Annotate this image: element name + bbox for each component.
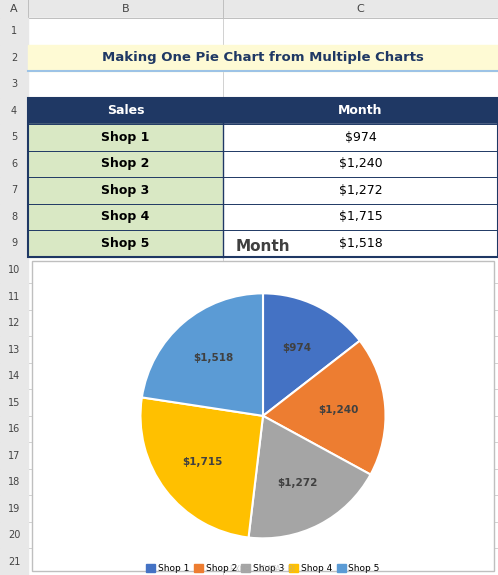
Text: $1,240: $1,240 xyxy=(319,405,359,415)
Text: 12: 12 xyxy=(8,318,20,328)
Bar xyxy=(0,469,28,496)
Bar xyxy=(28,151,223,177)
Wedge shape xyxy=(140,397,263,538)
Bar xyxy=(0,204,28,230)
Title: Month: Month xyxy=(236,239,290,254)
Bar xyxy=(0,363,28,389)
Wedge shape xyxy=(249,416,371,538)
Bar xyxy=(32,260,494,571)
Bar xyxy=(223,98,498,124)
Text: EXCEL · DATA · BI: EXCEL · DATA · BI xyxy=(231,565,295,573)
Bar xyxy=(0,310,28,336)
Wedge shape xyxy=(263,293,360,416)
Text: 3: 3 xyxy=(11,79,17,89)
Bar xyxy=(28,98,223,124)
Bar xyxy=(0,44,28,71)
Text: $974: $974 xyxy=(345,131,376,144)
Bar xyxy=(0,283,28,310)
Bar xyxy=(0,230,28,256)
Text: Month: Month xyxy=(338,104,383,117)
Bar xyxy=(0,549,28,575)
Bar xyxy=(223,177,498,204)
Wedge shape xyxy=(142,293,263,416)
Text: B: B xyxy=(122,4,129,14)
Text: 18: 18 xyxy=(8,477,20,487)
Text: 5: 5 xyxy=(11,132,17,143)
Text: 20: 20 xyxy=(8,530,20,540)
Bar xyxy=(0,177,28,204)
Text: 17: 17 xyxy=(8,451,20,461)
Legend: Shop 1, Shop 2, Shop 3, Shop 4, Shop 5: Shop 1, Shop 2, Shop 3, Shop 4, Shop 5 xyxy=(143,561,383,575)
Text: 4: 4 xyxy=(11,106,17,116)
Text: 16: 16 xyxy=(8,424,20,434)
Text: 11: 11 xyxy=(8,292,20,301)
Text: 1: 1 xyxy=(11,26,17,36)
Bar xyxy=(28,177,223,204)
Text: Shop 2: Shop 2 xyxy=(101,158,150,170)
Text: 7: 7 xyxy=(11,185,17,196)
Bar xyxy=(28,124,223,151)
Bar xyxy=(28,230,223,256)
Bar xyxy=(0,0,498,18)
Text: 15: 15 xyxy=(8,397,20,408)
Text: $1,272: $1,272 xyxy=(339,184,382,197)
Bar xyxy=(28,44,498,71)
Bar xyxy=(0,98,28,124)
Text: 21: 21 xyxy=(8,557,20,567)
Text: $1,240: $1,240 xyxy=(339,158,382,170)
Bar xyxy=(0,71,28,98)
Text: 2: 2 xyxy=(11,53,17,63)
Text: 14: 14 xyxy=(8,371,20,381)
Text: 10: 10 xyxy=(8,265,20,275)
Text: A: A xyxy=(10,4,18,14)
Bar xyxy=(0,442,28,469)
Text: Shop 3: Shop 3 xyxy=(102,184,149,197)
Bar xyxy=(0,256,28,283)
Text: Shop 5: Shop 5 xyxy=(101,237,150,250)
Bar xyxy=(0,18,28,44)
Bar xyxy=(28,98,498,256)
Text: $1,715: $1,715 xyxy=(339,210,382,224)
Bar xyxy=(223,124,498,151)
Bar xyxy=(223,204,498,230)
Text: $1,518: $1,518 xyxy=(193,353,234,363)
Text: 13: 13 xyxy=(8,344,20,355)
Text: Shop 4: Shop 4 xyxy=(101,210,150,224)
Text: Shop 1: Shop 1 xyxy=(101,131,150,144)
Bar xyxy=(0,336,28,363)
Bar xyxy=(0,389,28,416)
Text: $1,272: $1,272 xyxy=(278,478,318,488)
Bar xyxy=(0,416,28,442)
Bar xyxy=(223,230,498,256)
Text: $1,518: $1,518 xyxy=(339,237,382,250)
Bar xyxy=(28,204,223,230)
Bar xyxy=(0,151,28,177)
Text: 9: 9 xyxy=(11,239,17,248)
Bar xyxy=(223,151,498,177)
Text: 6: 6 xyxy=(11,159,17,169)
Text: C: C xyxy=(357,4,365,14)
Text: $1,715: $1,715 xyxy=(182,457,223,467)
Text: 8: 8 xyxy=(11,212,17,222)
Text: 19: 19 xyxy=(8,504,20,513)
Bar xyxy=(0,522,28,549)
Wedge shape xyxy=(263,341,385,474)
Text: Sales: Sales xyxy=(107,104,144,117)
Bar xyxy=(0,496,28,522)
Bar xyxy=(0,124,28,151)
Text: $974: $974 xyxy=(282,343,311,352)
Text: Making One Pie Chart from Multiple Charts: Making One Pie Chart from Multiple Chart… xyxy=(102,51,424,64)
Bar xyxy=(0,18,28,575)
